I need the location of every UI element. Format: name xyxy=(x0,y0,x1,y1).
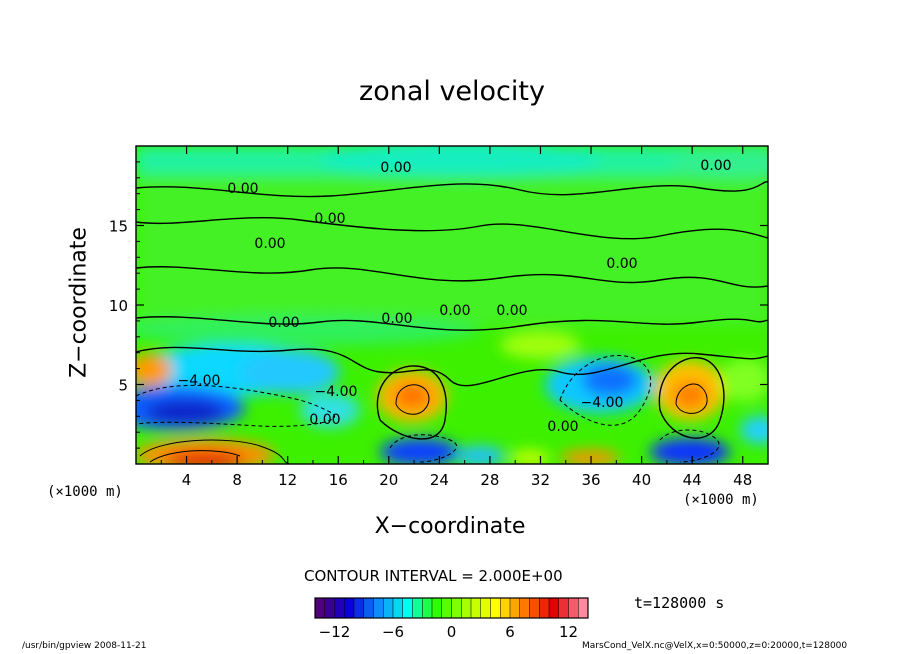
contour-label: 0.00 xyxy=(380,160,411,176)
colorbar-cell xyxy=(334,597,345,619)
contour-interval-text: CONTOUR INTERVAL = 2.000E+00 xyxy=(304,567,563,585)
contour-label: 0.00 xyxy=(268,315,299,331)
contour-label: 0.00 xyxy=(606,256,637,272)
x-tick-label: 8 xyxy=(232,471,242,489)
colorbar-cell xyxy=(392,597,404,619)
contour-label: 0.00 xyxy=(439,303,470,319)
velocity-field xyxy=(136,146,768,464)
x-axis-label: X−coordinate xyxy=(374,514,526,539)
colorbar-cell xyxy=(373,597,384,619)
colorbar-cell xyxy=(529,597,540,619)
x-tick-label: 40 xyxy=(632,471,651,489)
colorbar-cell xyxy=(431,597,443,619)
colorbar-cell xyxy=(402,597,413,619)
y-axis: 5 10 15 xyxy=(109,161,768,449)
colorbar-cell xyxy=(548,597,560,619)
x-unit-label-left: (×1000 m) xyxy=(47,484,123,500)
x-tick-label: 24 xyxy=(430,471,449,489)
colorbar-cell xyxy=(490,597,501,619)
x-tick-label: 48 xyxy=(733,471,752,489)
colorbar-cell xyxy=(324,597,335,619)
colorbar-cell xyxy=(461,597,472,619)
colorbar-cell xyxy=(383,597,394,619)
contour-label: 0.00 xyxy=(309,412,340,428)
colorbar-cell xyxy=(363,597,374,619)
colorbar-cell xyxy=(314,597,326,619)
contour-label: 0.00 xyxy=(227,181,258,197)
contour-label: 0.00 xyxy=(547,419,578,435)
colorbar-cell xyxy=(568,597,579,619)
x-tick-label: 16 xyxy=(329,471,348,489)
y-tick-label: 5 xyxy=(118,377,128,395)
colorbar-cell xyxy=(578,597,589,619)
y-tick-label: 10 xyxy=(109,297,128,315)
contour-label: −4.00 xyxy=(315,384,358,400)
contour-label: 0.00 xyxy=(314,211,345,227)
x-unit-label-right: (×1000 m) xyxy=(683,492,759,508)
colorbar-cell xyxy=(539,597,550,619)
contour-label: 0.00 xyxy=(381,311,412,327)
chart-title: zonal velocity xyxy=(359,76,545,107)
x-tick-label: 20 xyxy=(379,471,398,489)
y-tick-label: 15 xyxy=(109,218,128,236)
colorbar: −12 −6 0 6 12 xyxy=(314,597,589,641)
colorbar-cell xyxy=(500,597,511,619)
colorbar-cell xyxy=(470,597,482,619)
colorbar-cell xyxy=(519,597,530,619)
contour-label: 0.00 xyxy=(496,303,527,319)
x-tick-label: 28 xyxy=(480,471,499,489)
colorbar-cell xyxy=(353,597,365,619)
colorbar-cell xyxy=(480,597,491,619)
footer-program-date: /usr/bin/gpview 2008-11-21 xyxy=(22,641,147,651)
footer-data-source: MarsCond_VelX.nc@VelX,x=0:50000,z=0:2000… xyxy=(582,641,848,651)
contour-label: 0.00 xyxy=(254,236,285,252)
x-tick-label: 4 xyxy=(182,471,192,489)
colorbar-cell xyxy=(441,597,452,619)
time-label: t=128000 s xyxy=(634,594,725,612)
contour-label: −4.00 xyxy=(178,373,221,389)
colorbar-cell xyxy=(509,597,521,619)
colorbar-cell xyxy=(412,597,423,619)
x-axis: 4 8 12 16 20 24 28 32 36 40 44 48 xyxy=(160,146,752,489)
y-axis-label: Z−coordinate xyxy=(66,227,92,378)
contour-label: −4.00 xyxy=(581,395,624,411)
x-tick-label: 36 xyxy=(581,471,600,489)
colorbar-cell xyxy=(422,597,433,619)
contour-labels: 0.00 0.000.000.000.000.000.00 0.00 0.00−4.0… xyxy=(178,158,732,435)
colorbar-tick-label: −6 xyxy=(382,623,404,641)
colorbar-tick-label: 6 xyxy=(505,623,515,641)
x-tick-label: 44 xyxy=(683,471,702,489)
colorbar-cell xyxy=(344,597,355,619)
colorbar-tick-label: −12 xyxy=(319,623,351,641)
colorbar-tick-label: 0 xyxy=(447,623,457,641)
colorbar-frame xyxy=(314,597,589,619)
colorbar-cell xyxy=(558,597,569,619)
colorbar-cell xyxy=(451,597,462,619)
x-tick-label: 12 xyxy=(278,471,297,489)
colorbar-tick-label: 12 xyxy=(559,623,578,641)
contour-label: 0.00 xyxy=(700,158,731,174)
x-tick-label: 32 xyxy=(531,471,550,489)
